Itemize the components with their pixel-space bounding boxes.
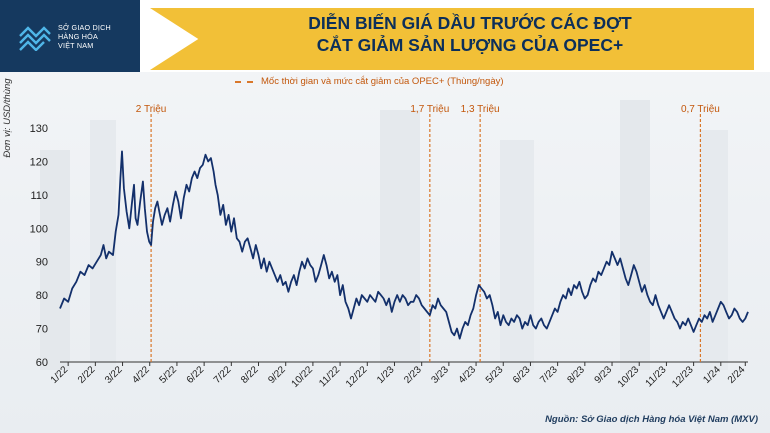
- legend-dashed-line-icon: [235, 80, 253, 83]
- header: SỞ GIAO DỊCH HÀNG HÓA VIỆT NAM DIỄN BIẾN…: [0, 0, 770, 72]
- opec-cut-marker-label: 0,7 Triệu: [681, 104, 720, 115]
- x-tick-label: 3/23: [429, 364, 451, 386]
- source-note: Nguồn: Sở Giao dịch Hàng hóa Việt Nam (M…: [545, 414, 758, 425]
- y-tick-label: 80: [36, 290, 48, 302]
- x-tick-label: 11/22: [317, 364, 342, 389]
- x-tick-label: 6/22: [185, 364, 207, 386]
- opec-cut-marker-label: 1,7 Triệu: [410, 104, 449, 115]
- title-line-2: CẮT GIẢM SẢN LƯỢNG CỦA OPEC+: [316, 35, 624, 55]
- x-tick-label: 7/23: [538, 364, 560, 386]
- x-tick-label: 2/22: [76, 364, 98, 386]
- logo-icon: [19, 26, 51, 51]
- x-tick-label: 9/23: [593, 364, 615, 386]
- x-tick-label: 3/22: [103, 364, 125, 386]
- x-tick-label: 5/22: [158, 364, 180, 386]
- logo-line-3: VIỆT NAM: [58, 40, 94, 50]
- x-tick-label: 1/23: [375, 364, 397, 386]
- y-tick-label: 120: [30, 156, 48, 168]
- logo-line-1: SỞ GIAO DỊCH: [58, 22, 111, 32]
- y-tick-label: 100: [30, 223, 48, 235]
- logo-panel: [0, 0, 140, 72]
- legend: Mốc thời gian và mức cắt giảm của OPEC+ …: [235, 76, 504, 87]
- y-tick-label: 60: [36, 357, 48, 369]
- x-tick-label: 5/23: [484, 364, 506, 386]
- logo-line-2: HÀNG HÓA: [58, 31, 98, 41]
- title-band: [150, 8, 754, 70]
- x-tick-label: 8/23: [565, 364, 587, 386]
- y-tick-label: 110: [30, 190, 48, 202]
- x-tick-label: 1/24: [701, 364, 723, 386]
- x-tick-label: 11/23: [644, 364, 669, 389]
- x-tick-label: 12/23: [670, 364, 696, 390]
- opec-cut-marker-label: 1,3 Triệu: [461, 104, 500, 115]
- logo-text: SỞ GIAO DỊCH HÀNG HÓA VIỆT NAM: [58, 23, 111, 50]
- y-tick-label: 70: [36, 324, 48, 336]
- x-tick-label: 9/22: [266, 364, 288, 386]
- x-tick-label: 10/22: [290, 364, 316, 390]
- oil-price-series-line: [59, 150, 749, 340]
- x-tick-label: 10/23: [616, 364, 642, 390]
- opec-cut-marker-label: 2 Triệu: [136, 104, 167, 115]
- y-tick-label: 90: [36, 257, 48, 269]
- x-tick-label: 2/24: [726, 364, 748, 386]
- x-tick-label: 1/22: [49, 364, 71, 386]
- legend-label: Mốc thời gian và mức cắt giảm của OPEC+ …: [261, 76, 504, 87]
- x-tick-label: 8/22: [239, 364, 261, 386]
- x-tick-label: 6/23: [511, 364, 533, 386]
- title-line-1: DIỄN BIẾN GIÁ DẦU TRƯỚC CÁC ĐỢT: [308, 13, 632, 33]
- chart-title: DIỄN BIẾN GIÁ DẦU TRƯỚC CÁC ĐỢT CẮT GIẢM…: [210, 12, 730, 56]
- x-tick-label: 4/23: [457, 364, 479, 386]
- y-tick-label: 130: [30, 123, 48, 135]
- x-tick-label: 4/22: [130, 364, 152, 386]
- x-tick-label: 12/22: [344, 364, 370, 390]
- x-tick-label: 7/22: [212, 364, 234, 386]
- logo: SỞ GIAO DỊCH HÀNG HÓA VIỆT NAM: [18, 14, 128, 58]
- x-tick-label: 2/23: [402, 364, 424, 386]
